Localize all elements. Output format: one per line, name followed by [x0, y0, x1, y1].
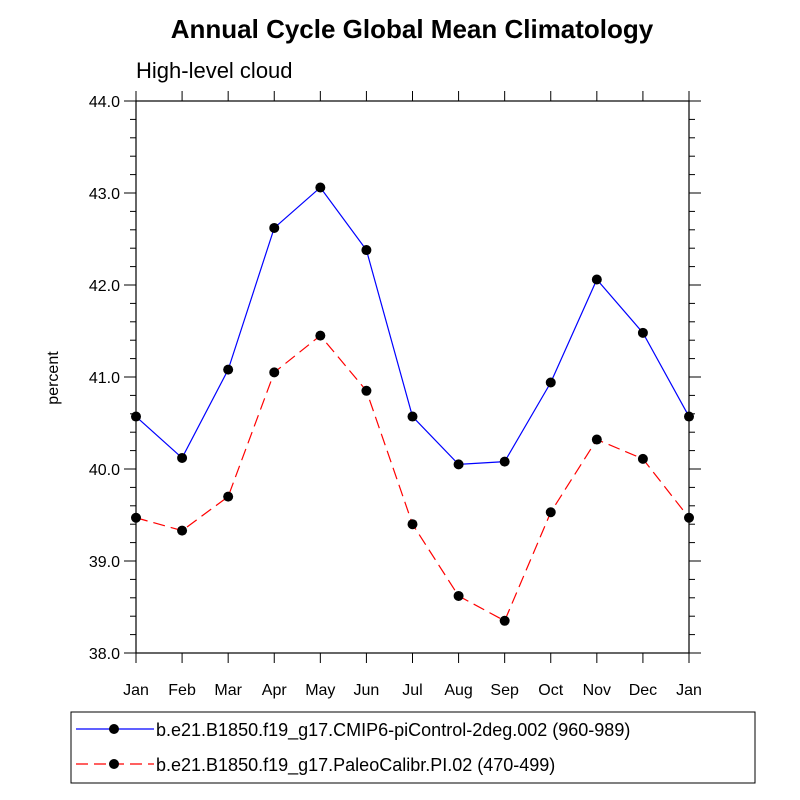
legend-box: [70, 711, 756, 784]
data-point: [453, 459, 464, 470]
data-point: [131, 512, 141, 523]
legend-label-2: b.e21.B1850.f19_g17.PaleoCalibr.PI.02 (4…: [156, 755, 555, 776]
x-tick-label: Feb: [168, 682, 196, 699]
series-group: [131, 182, 694, 626]
y-tick-label: 41.0: [89, 370, 120, 387]
series-line-2: [135, 334, 690, 622]
legend: b.e21.B1850.f19_g17.CMIP6-piControl-2deg…: [76, 720, 630, 776]
x-tick-label: Jan: [123, 682, 149, 699]
x-tick-label: May: [305, 682, 335, 699]
plot-frame: [135, 100, 690, 654]
data-point: [637, 327, 648, 338]
y-tick-labels: 38.0 39.0 40.0 41.0 42.0 43.0 44.0: [89, 94, 120, 663]
data-point: [315, 330, 326, 341]
data-point: [269, 222, 280, 233]
x-tick-label: Jun: [354, 682, 380, 699]
data-point: [223, 364, 234, 375]
data-point: [177, 525, 188, 536]
x-tick-label: Nov: [583, 682, 611, 699]
legend-marker-1: [109, 724, 119, 734]
y-tick-label: 43.0: [89, 186, 120, 203]
data-point: [499, 615, 510, 626]
x-tick-label: Dec: [629, 682, 657, 699]
legend-label-1: b.e21.B1850.f19_g17.CMIP6-piControl-2deg…: [156, 720, 630, 741]
axis-ticks: [124, 91, 701, 663]
y-tick-label: 42.0: [89, 278, 120, 295]
x-tick-label: Mar: [214, 682, 242, 699]
x-tick-label: Jul: [402, 682, 422, 699]
y-tick-label: 44.0: [89, 94, 120, 111]
series-line-1: [135, 186, 690, 466]
data-point: [545, 377, 556, 388]
data-point: [177, 452, 188, 463]
y-tick-label: 38.0: [89, 646, 120, 663]
data-point: [637, 453, 648, 464]
x-tick-label: Apr: [262, 682, 288, 699]
x-tick-label: Oct: [538, 682, 563, 699]
data-point: [407, 411, 418, 422]
data-point: [131, 411, 141, 422]
y-axis-label: percent: [45, 351, 62, 405]
chart-subtitle: High-level cloud: [136, 58, 293, 83]
data-point: [361, 385, 372, 396]
data-point: [684, 512, 694, 523]
data-point: [315, 182, 326, 193]
data-point: [361, 245, 372, 256]
data-point: [223, 491, 234, 502]
x-tick-label: Sep: [490, 682, 519, 699]
data-point: [269, 367, 280, 378]
y-tick-label: 39.0: [89, 554, 120, 571]
legend-marker-2: [109, 759, 119, 769]
chart-title: Annual Cycle Global Mean Climatology: [171, 14, 654, 44]
data-point: [407, 519, 418, 530]
data-point: [453, 590, 464, 601]
data-point: [499, 456, 510, 467]
x-tick-labels: Jan Feb Mar Apr May Jun Jul Aug Sep Oct Nov Dec Jan: [123, 682, 702, 699]
x-tick-label: Aug: [444, 682, 472, 699]
data-point: [591, 274, 602, 285]
data-point: [591, 434, 602, 445]
x-tick-label: Jan: [676, 682, 702, 699]
data-point: [684, 411, 694, 422]
y-tick-label: 40.0: [89, 462, 120, 479]
data-point: [545, 507, 556, 518]
